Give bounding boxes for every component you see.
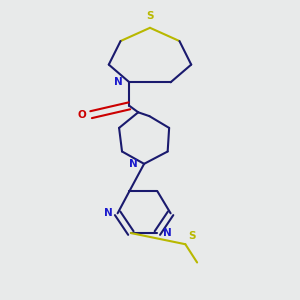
Text: O: O bbox=[77, 110, 86, 120]
Text: N: N bbox=[130, 159, 138, 169]
Text: S: S bbox=[188, 231, 196, 241]
Text: N: N bbox=[163, 228, 171, 238]
Text: N: N bbox=[103, 208, 112, 218]
Text: S: S bbox=[146, 11, 154, 21]
Text: N: N bbox=[114, 77, 123, 87]
